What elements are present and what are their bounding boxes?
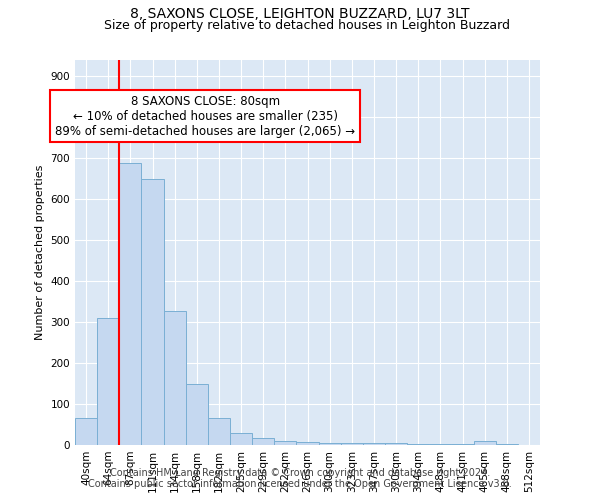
Bar	[252, 438, 274, 445]
Bar	[164, 310, 186, 445]
Bar	[363, 443, 385, 445]
Title: Size of property relative to detached houses in Leighton Buzzard: Size of property relative to detached ho…	[104, 20, 511, 32]
Y-axis label: Number of detached properties: Number of detached properties	[35, 165, 45, 340]
Bar	[208, 418, 230, 445]
Bar	[142, 179, 164, 445]
Bar	[341, 443, 363, 445]
Bar	[97, 318, 119, 445]
Bar	[230, 432, 252, 445]
Bar	[473, 441, 496, 445]
Bar	[429, 444, 451, 445]
Bar	[296, 442, 319, 445]
Text: 8, SAXONS CLOSE, LEIGHTON BUZZARD, LU7 3LT: 8, SAXONS CLOSE, LEIGHTON BUZZARD, LU7 3…	[130, 8, 470, 22]
Bar	[75, 418, 97, 445]
Bar	[119, 163, 142, 445]
Bar	[451, 444, 473, 445]
Bar	[385, 443, 407, 445]
Text: Contains public sector information licensed under the Open Government Licence v3: Contains public sector information licen…	[88, 479, 512, 489]
Bar	[274, 441, 296, 445]
Bar	[319, 442, 341, 445]
Bar	[186, 384, 208, 445]
Text: 8 SAXONS CLOSE: 80sqm
← 10% of detached houses are smaller (235)
89% of semi-det: 8 SAXONS CLOSE: 80sqm ← 10% of detached …	[55, 94, 355, 138]
Bar	[407, 444, 429, 445]
Bar	[496, 444, 518, 445]
Text: Contains HM Land Registry data © Crown copyright and database right 2024.: Contains HM Land Registry data © Crown c…	[110, 468, 490, 478]
